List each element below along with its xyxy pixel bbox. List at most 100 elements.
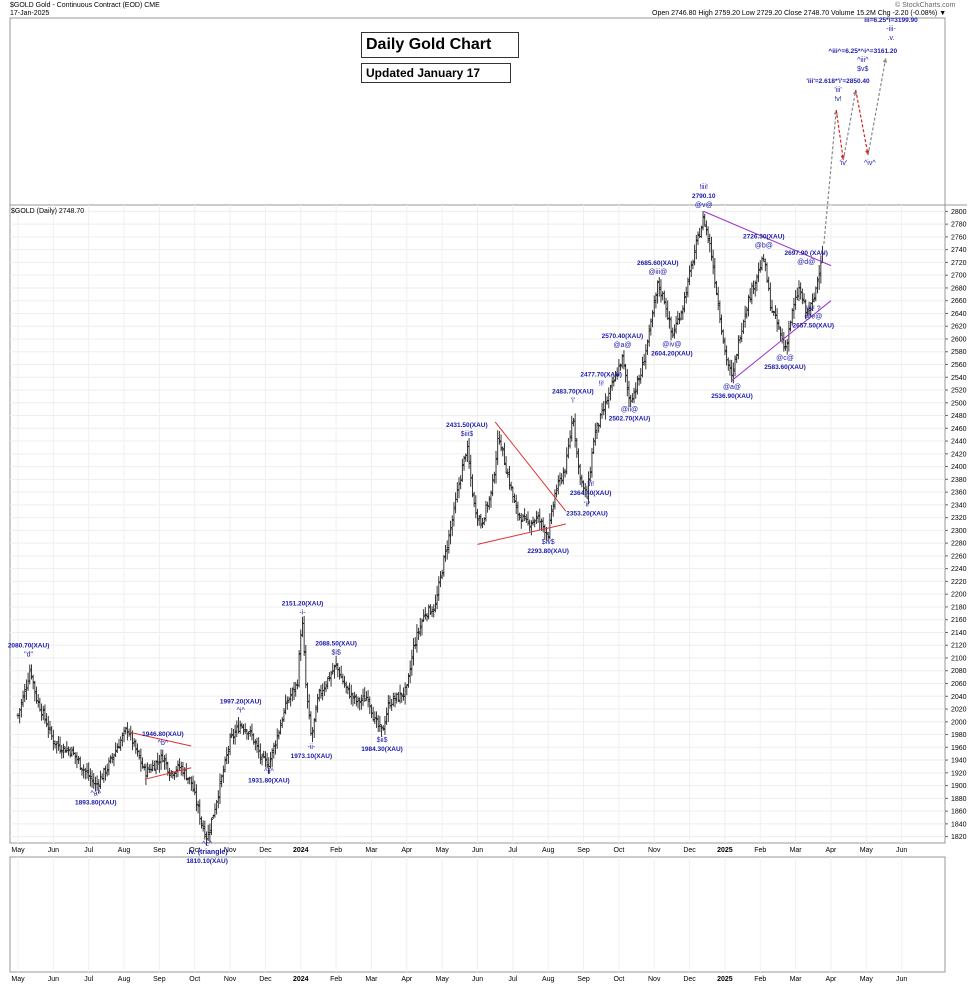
projection-path [867, 57, 887, 156]
wave-label: -i- [299, 609, 306, 616]
x-tick-label: Mar [365, 847, 378, 854]
wave-label: $iv$ [542, 539, 555, 546]
x-tick-label: Feb [330, 847, 342, 854]
x-tick-label: Nov [648, 847, 661, 854]
x-tick-label-lower: Jun [896, 976, 907, 983]
projection-target-label: 'iii'=2.618*'i'=2850.40 [806, 78, 870, 85]
wave-label: 'ii' [584, 502, 590, 509]
x-tick-label-lower: Feb [330, 976, 342, 983]
y-tick-label: 2360 [951, 490, 967, 497]
wave-label: @v@ [695, 202, 713, 209]
x-tick-label-lower: Apr [401, 976, 413, 983]
y-tick-label: 2420 [951, 451, 967, 458]
y-tick-label: 1920 [951, 770, 967, 777]
x-tick-label: Feb [754, 847, 766, 854]
y-tick-label: 2220 [951, 579, 967, 586]
y-tick-label: 2700 [951, 273, 967, 280]
wave-label: .iv. (triangle) [187, 849, 228, 856]
wave-price-label: 1984.30(XAU) [361, 746, 403, 753]
x-tick-label: Aug [118, 847, 131, 854]
x-tick-label: May [860, 847, 874, 854]
y-tick-label: 2640 [951, 311, 967, 318]
y-tick-label: 2520 [951, 388, 967, 395]
chart-title: Daily Gold Chart [361, 32, 519, 58]
x-tick-label: Nov [224, 847, 237, 854]
x-tick-label-lower: Oct [613, 976, 624, 983]
wave-price-label: 1893.80(XAU) [75, 800, 117, 807]
wave-label-secondary: !iii! [699, 184, 708, 191]
wave-price-label: 2364.40(XAU) [570, 490, 612, 497]
wave-label: @e@ [804, 314, 822, 321]
y-tick-label: 2680 [951, 285, 967, 292]
symbol-line: $GOLD Gold - Continuous Contract (EOD) C… [10, 2, 160, 9]
y-tick-label: 1960 [951, 745, 967, 752]
wave-price-label: 2151.20(XAU) [282, 600, 324, 607]
wave-label: ^a^ [91, 791, 102, 798]
y-tick-label: 2160 [951, 617, 967, 624]
wave-label: @b@ [755, 243, 773, 250]
wave-label: @iii@ [648, 269, 667, 276]
wave-price-label: 2502.70(XAU) [609, 416, 651, 423]
projection-wave-label: -iii- [886, 26, 896, 33]
wave-price-label: 2685.60(XAU) [637, 260, 679, 267]
y-tick-label: 1880 [951, 796, 967, 803]
y-tick-label: 2180 [951, 604, 967, 611]
wave-price-label: 1973.10(XAU) [291, 753, 333, 760]
x-tick-label: Sep [577, 847, 590, 854]
y-tick-label: 2380 [951, 477, 967, 484]
wave-label: -ii- [307, 744, 315, 751]
x-tick-label: 2025 [717, 847, 733, 854]
wave-label: $i$ [331, 650, 340, 657]
wave-price-label: 2536.90(XAU) [711, 393, 753, 400]
y-tick-label: 2300 [951, 528, 967, 535]
wave-price-label: 2697.90 (XAU) [785, 250, 828, 257]
y-tick-label: 2620 [951, 324, 967, 331]
y-tick-label: 2060 [951, 681, 967, 688]
x-tick-label: 2024 [293, 847, 309, 854]
x-tick-label-lower: Nov [648, 976, 661, 983]
wave-label: !ii! [587, 481, 594, 488]
x-tick-label-lower: Jul [84, 976, 93, 983]
x-tick-label-lower: Feb [754, 976, 766, 983]
x-tick-label: Apr [401, 847, 413, 854]
x-tick-label-lower: Jun [48, 976, 59, 983]
wave-price-label: 1946.80(XAU) [142, 731, 184, 738]
x-tick-label-lower: Dec [683, 976, 696, 983]
y-tick-label: 1820 [951, 834, 967, 841]
projection-wave-label-secondary: .v. [888, 35, 895, 42]
y-tick-label: 2540 [951, 375, 967, 382]
y-tick-label: 2280 [951, 541, 967, 548]
x-tick-label: Mar [790, 847, 803, 854]
y-tick-label: 2260 [951, 553, 967, 560]
y-tick-label: 1840 [951, 821, 967, 828]
wave-label: 'i' [571, 398, 575, 405]
projection-arrowhead [833, 110, 839, 115]
y-tick-label: 2600 [951, 336, 967, 343]
projection-wave-label: ^iv^ [864, 160, 876, 167]
y-tick-label: 2500 [951, 400, 967, 407]
x-tick-label: Sep [153, 847, 166, 854]
wave-label: @iv@ [662, 341, 681, 348]
x-tick-label-lower: Oct [189, 976, 200, 983]
x-tick-label: Oct [613, 847, 624, 854]
x-tick-label-lower: Dec [259, 976, 272, 983]
y-tick-label: 2080 [951, 668, 967, 675]
x-tick-label-lower: Nov [224, 976, 237, 983]
wave-price-label: 2431.50(XAU) [446, 422, 488, 429]
wave-price-label: 2353.20(XAU) [566, 511, 608, 518]
y-tick-label: 2480 [951, 413, 967, 420]
x-tick-label-lower: Aug [118, 976, 131, 983]
y-tick-label: 2760 [951, 234, 967, 241]
wave-label: @a@ [613, 342, 631, 349]
projection-arrowhead [840, 155, 845, 160]
chart-subtitle: Updated January 17 [361, 63, 511, 83]
wave-price-label: 2477.70(XAU) [580, 371, 622, 378]
projection-target-label: ^iii^=6.25*^i^=3161.20 [828, 47, 897, 55]
x-tick-label: Jun [896, 847, 907, 854]
projection-path [855, 89, 869, 156]
wave-label: @d@ [797, 259, 815, 266]
x-tick-label: Jun [48, 847, 59, 854]
x-tick-label-lower: May [436, 976, 450, 983]
x-tick-label: Jul [84, 847, 93, 854]
